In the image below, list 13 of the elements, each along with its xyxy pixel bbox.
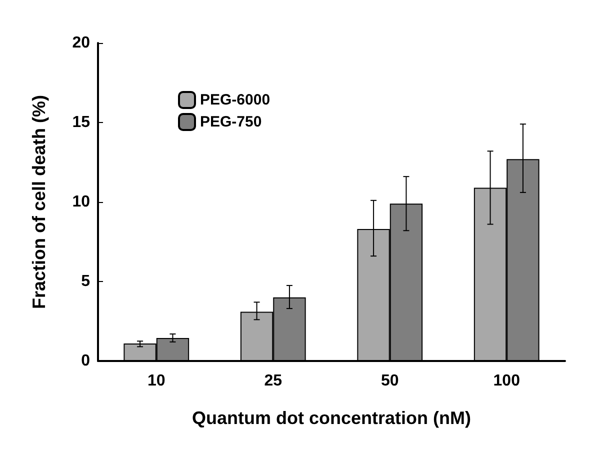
x-tick-label: 50 (380, 372, 399, 390)
legend-label: PEG-6000 (200, 92, 270, 108)
x-tick-label: 100 (493, 372, 520, 390)
y-axis-title: Fraction of cell death (%) (29, 94, 49, 310)
y-tick-label: 0 (81, 352, 90, 370)
y-tick-label: 15 (72, 114, 90, 131)
y-tick-label: 20 (72, 34, 90, 52)
y-tick-label: 5 (81, 273, 90, 290)
x-axis-title: Quantum dot concentration (nM) (192, 408, 471, 428)
x-tick-label: 10 (147, 372, 166, 390)
x-tick-label: 25 (264, 372, 282, 390)
y-tick-label: 10 (72, 194, 90, 210)
legend-label: PEG-750 (200, 114, 262, 130)
